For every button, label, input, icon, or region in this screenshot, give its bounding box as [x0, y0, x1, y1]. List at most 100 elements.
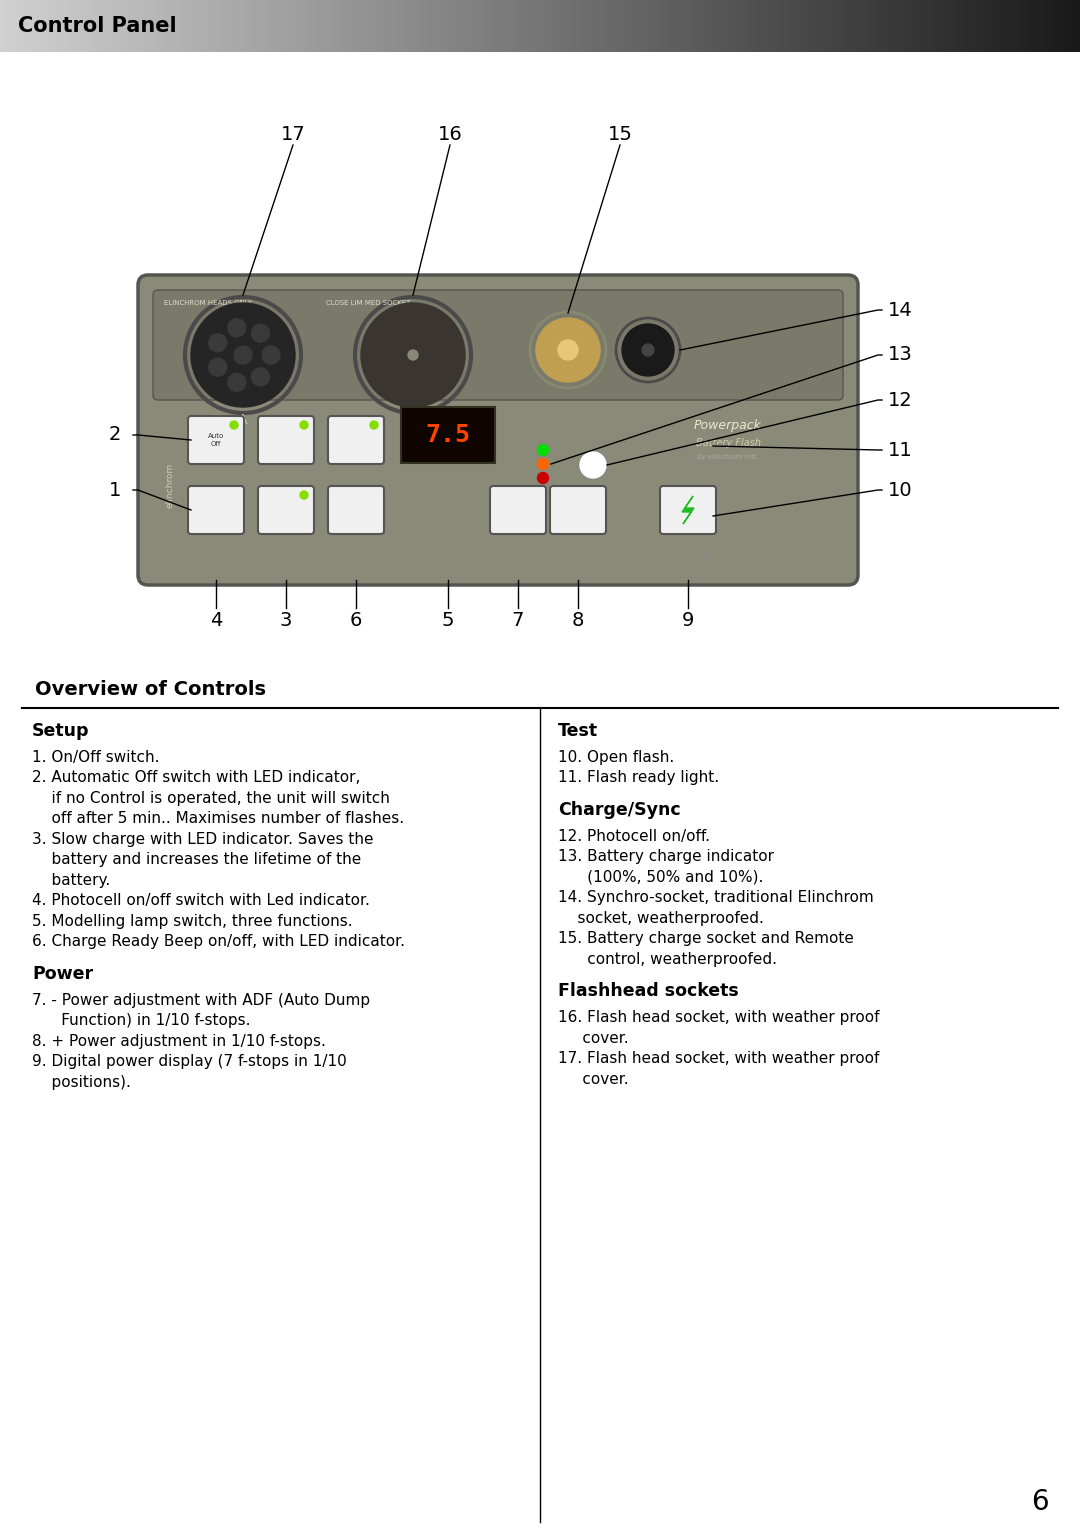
FancyBboxPatch shape [188, 486, 244, 535]
Text: 12: 12 [888, 391, 913, 409]
Text: 8: 8 [571, 610, 584, 630]
Circle shape [252, 368, 269, 386]
Text: 6. Charge Ready Beep on/off, with LED indicator.: 6. Charge Ready Beep on/off, with LED in… [32, 935, 405, 950]
Polygon shape [681, 496, 694, 524]
Text: 7.5: 7.5 [426, 423, 471, 447]
Text: 17: 17 [281, 126, 306, 144]
Text: elinchrom: elinchrom [165, 463, 175, 507]
Circle shape [370, 421, 378, 429]
Text: Control Panel: Control Panel [18, 15, 177, 35]
Text: 9: 9 [681, 610, 694, 630]
FancyBboxPatch shape [258, 417, 314, 464]
Text: CE: CE [702, 553, 714, 562]
FancyBboxPatch shape [188, 417, 244, 464]
Text: 16: 16 [437, 126, 462, 144]
FancyBboxPatch shape [258, 486, 314, 535]
Text: cover.: cover. [558, 1071, 629, 1086]
Text: positions).: positions). [32, 1074, 131, 1089]
Text: 10. Open flash.: 10. Open flash. [558, 749, 674, 764]
Text: 14. Synchro-socket, traditional Elinchrom: 14. Synchro-socket, traditional Elinchro… [558, 890, 874, 905]
Text: Auto
Off: Auto Off [207, 434, 225, 446]
Circle shape [622, 323, 674, 375]
Circle shape [538, 458, 549, 469]
FancyBboxPatch shape [490, 486, 546, 535]
Text: 15. Battery charge socket and Remote: 15. Battery charge socket and Remote [558, 931, 854, 947]
Text: 3: 3 [280, 610, 293, 630]
Text: control, weatherproofed.: control, weatherproofed. [558, 951, 777, 967]
Text: Overview of Controls: Overview of Controls [35, 680, 266, 699]
Circle shape [580, 452, 606, 478]
Text: off after 5 min.. Maximises number of flashes.: off after 5 min.. Maximises number of fl… [32, 810, 404, 826]
Text: 7. - Power adjustment with ADF (Auto Dump: 7. - Power adjustment with ADF (Auto Dum… [32, 993, 370, 1008]
Text: Flashhead sockets: Flashhead sockets [558, 982, 739, 1000]
Circle shape [300, 421, 308, 429]
Text: 4. Photocell on/off switch with Led indicator.: 4. Photocell on/off switch with Led indi… [32, 893, 369, 908]
FancyBboxPatch shape [550, 486, 606, 535]
Circle shape [191, 303, 295, 408]
Text: 1: 1 [109, 481, 121, 499]
Circle shape [538, 444, 549, 455]
Text: cover.: cover. [558, 1031, 629, 1045]
Circle shape [558, 340, 578, 360]
Text: 10: 10 [888, 481, 913, 499]
Text: 15: 15 [608, 126, 633, 144]
FancyBboxPatch shape [328, 417, 384, 464]
Text: 7: 7 [512, 610, 524, 630]
Text: 6: 6 [350, 610, 362, 630]
Text: 12. Photocell on/off.: 12. Photocell on/off. [558, 829, 710, 844]
FancyBboxPatch shape [153, 290, 843, 400]
Text: 8. + Power adjustment in 1/10 f-stops.: 8. + Power adjustment in 1/10 f-stops. [32, 1034, 326, 1048]
Text: B: B [408, 414, 418, 427]
Circle shape [536, 319, 600, 381]
Text: Power: Power [32, 965, 93, 984]
Circle shape [208, 334, 227, 352]
Text: Test: Test [558, 722, 598, 740]
Circle shape [642, 345, 654, 355]
Text: 5. Modelling lamp switch, three functions.: 5. Modelling lamp switch, three function… [32, 913, 353, 928]
Text: if no Control is operated, the unit will switch: if no Control is operated, the unit will… [32, 791, 390, 806]
Text: A: A [239, 414, 247, 427]
Circle shape [208, 358, 227, 377]
Circle shape [538, 472, 549, 484]
FancyBboxPatch shape [138, 276, 858, 585]
FancyBboxPatch shape [328, 486, 384, 535]
Text: 5: 5 [442, 610, 455, 630]
Text: Setup: Setup [32, 722, 90, 740]
FancyBboxPatch shape [660, 486, 716, 535]
Text: (100%, 50% and 10%).: (100%, 50% and 10%). [558, 870, 764, 884]
Text: battery.: battery. [32, 873, 110, 887]
Text: 13. Battery charge indicator: 13. Battery charge indicator [558, 849, 774, 864]
Text: CLOSE LIM MED SOCKET: CLOSE LIM MED SOCKET [326, 300, 410, 306]
Text: 14: 14 [888, 300, 913, 320]
Text: 16. Flash head socket, with weather proof: 16. Flash head socket, with weather proo… [558, 1010, 879, 1025]
Text: socket, weatherproofed.: socket, weatherproofed. [558, 910, 764, 925]
Text: ELINCHROM HEADS ONLY: ELINCHROM HEADS ONLY [164, 300, 252, 306]
Circle shape [234, 346, 252, 365]
Circle shape [262, 346, 280, 365]
Text: 6: 6 [1031, 1488, 1049, 1517]
FancyBboxPatch shape [401, 408, 495, 463]
Circle shape [300, 490, 308, 499]
Text: 2: 2 [109, 426, 121, 444]
Text: 4: 4 [210, 610, 222, 630]
Circle shape [252, 325, 269, 342]
Circle shape [230, 421, 238, 429]
Text: Powerpack: Powerpack [694, 418, 761, 432]
Circle shape [361, 303, 465, 408]
Text: by elinchrom intl.: by elinchrom intl. [698, 453, 758, 460]
Circle shape [408, 349, 418, 360]
Text: 2. Automatic Off switch with LED indicator,: 2. Automatic Off switch with LED indicat… [32, 771, 361, 786]
Text: 11. Flash ready light.: 11. Flash ready light. [558, 771, 719, 786]
Text: 11: 11 [888, 441, 913, 460]
Circle shape [228, 319, 246, 337]
Circle shape [228, 374, 246, 391]
Text: 17. Flash head socket, with weather proof: 17. Flash head socket, with weather proo… [558, 1051, 879, 1066]
Text: 1. On/Off switch.: 1. On/Off switch. [32, 749, 160, 764]
Text: 3. Slow charge with LED indicator. Saves the: 3. Slow charge with LED indicator. Saves… [32, 832, 374, 847]
Text: Battery Flash: Battery Flash [696, 438, 760, 447]
Text: Charge/Sync: Charge/Sync [558, 801, 680, 820]
Text: battery and increases the lifetime of the: battery and increases the lifetime of th… [32, 852, 361, 867]
Text: 9. Digital power display (7 f-stops in 1/10: 9. Digital power display (7 f-stops in 1… [32, 1054, 347, 1069]
Text: 13: 13 [888, 346, 913, 365]
Text: Function) in 1/10 f-stops.: Function) in 1/10 f-stops. [32, 1013, 251, 1028]
